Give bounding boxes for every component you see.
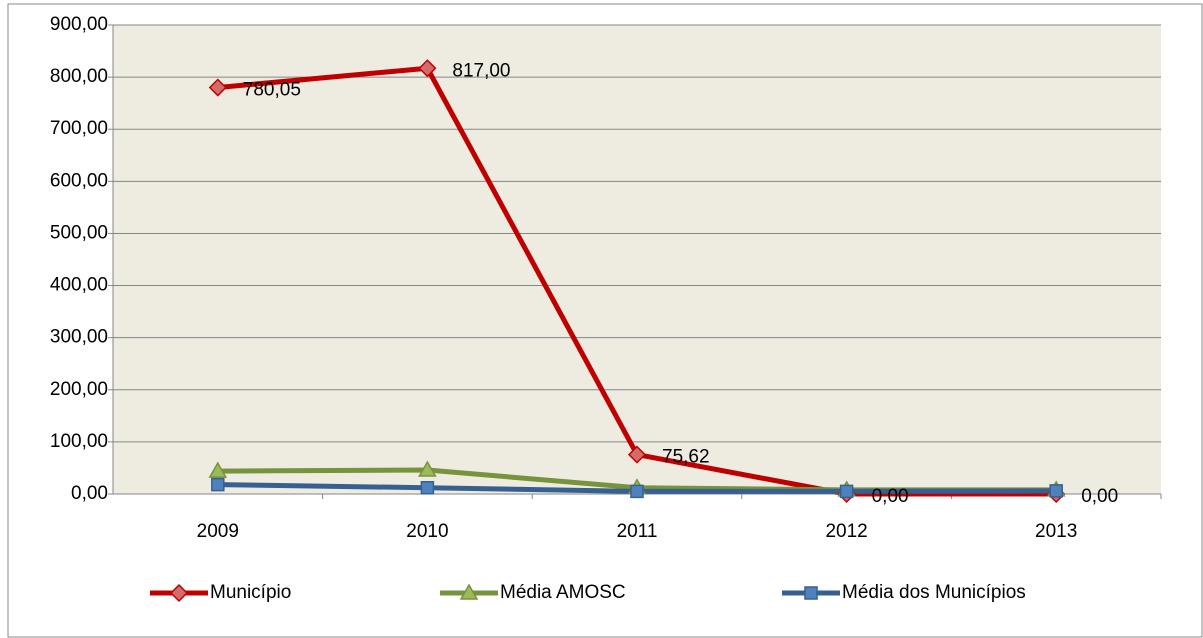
y-tick-label: 200,00 xyxy=(50,379,108,400)
legend-label: Município xyxy=(210,582,291,603)
x-tick-label: 2010 xyxy=(406,521,448,542)
plot-area xyxy=(113,25,1161,494)
data-point xyxy=(208,78,227,97)
legend-marker xyxy=(169,583,189,603)
legend-label: Média AMOSC xyxy=(500,582,626,603)
y-tick-label: 700,00 xyxy=(50,118,108,139)
y-tick-label: 900,00 xyxy=(50,14,108,35)
y-tick-label: 500,00 xyxy=(50,222,108,243)
x-tick-label: 2009 xyxy=(197,521,239,542)
data-label: 817,00 xyxy=(452,60,510,81)
data-point xyxy=(420,480,435,495)
legend-label: Média dos Municípios xyxy=(842,582,1026,603)
y-tick-label: 0,00 xyxy=(71,483,108,504)
data-label: 75,62 xyxy=(662,447,710,468)
data-point xyxy=(627,445,647,464)
data-label: 780,05 xyxy=(243,80,301,101)
data-point xyxy=(211,477,225,492)
x-tick-label: 2013 xyxy=(1035,521,1077,542)
data-point xyxy=(418,59,437,78)
legend-marker xyxy=(459,583,479,600)
data-point xyxy=(1049,484,1063,498)
data-label: 0,00 xyxy=(1081,486,1118,507)
y-tick-label: 600,00 xyxy=(50,170,108,191)
y-tick-label: 800,00 xyxy=(50,66,108,87)
data-point xyxy=(630,484,644,499)
data-point xyxy=(418,460,437,477)
legend-marker xyxy=(804,586,818,600)
data-point xyxy=(839,484,854,499)
x-tick-label: 2012 xyxy=(825,521,867,542)
y-tick-label: 100,00 xyxy=(50,431,108,452)
data-point xyxy=(208,461,228,478)
x-tick-label: 2011 xyxy=(617,521,658,542)
y-tick-label: 300,00 xyxy=(50,327,108,348)
y-tick-label: 400,00 xyxy=(50,275,108,296)
data-label: 0,00 xyxy=(872,486,909,507)
